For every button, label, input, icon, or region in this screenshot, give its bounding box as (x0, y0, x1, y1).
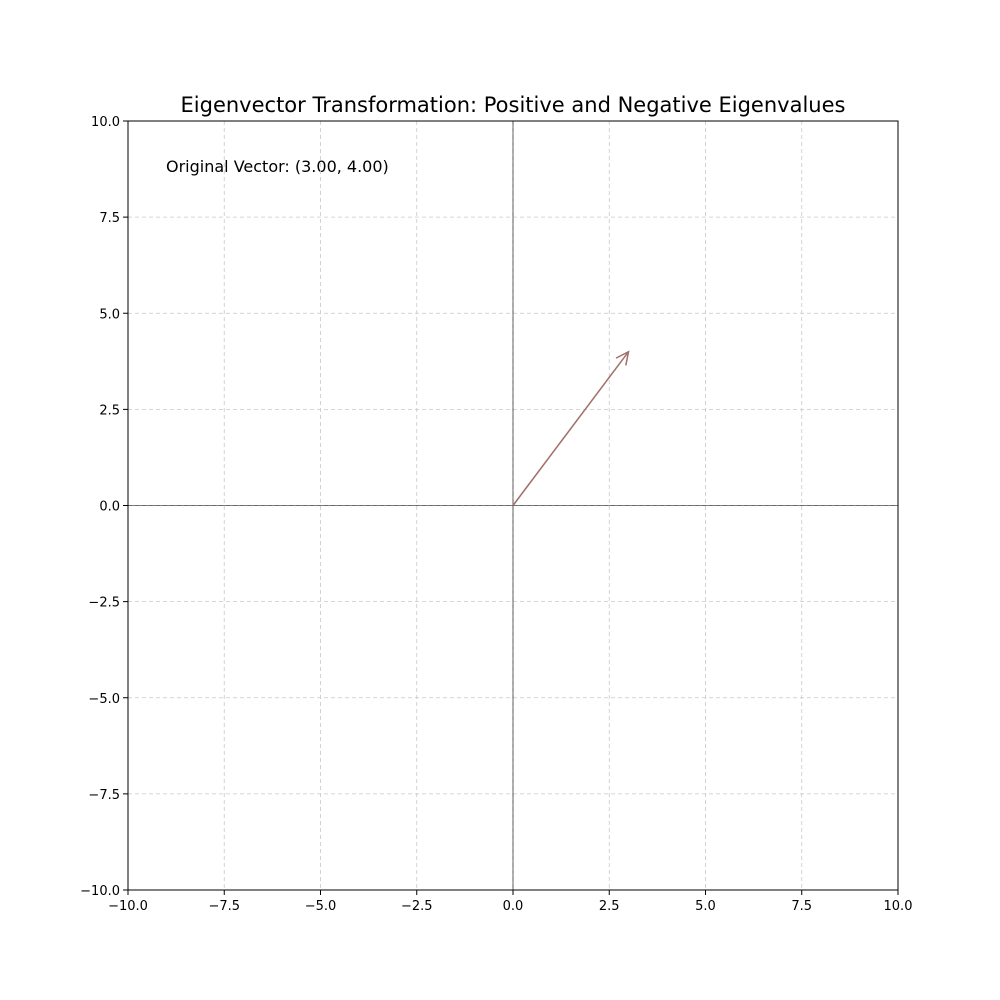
x-tick-label: −10.0 (108, 899, 148, 914)
x-tick-label: 0.0 (503, 899, 524, 914)
x-tick-label: 2.5 (599, 899, 620, 914)
chart-title: Eigenvector Transformation: Positive and… (181, 93, 846, 117)
x-tick-label: 10.0 (884, 899, 913, 914)
x-tick-label: −5.0 (305, 899, 337, 914)
y-tick-label: 2.5 (99, 403, 120, 418)
x-tick-label: 5.0 (695, 899, 716, 914)
y-tick-label: 0.0 (99, 500, 120, 515)
plot-frame (127, 120, 899, 891)
y-tick-label: −5.0 (88, 692, 120, 707)
vector (512, 351, 630, 506)
y-tick-label: 10.0 (91, 115, 120, 130)
y-tick-label: 7.5 (99, 211, 120, 226)
annotation: Original Vector: (3.00, 4.00) (166, 157, 389, 176)
y-tick-label: −10.0 (80, 884, 120, 899)
x-tick-label: 7.5 (791, 899, 812, 914)
y-tick-label: 5.0 (99, 307, 120, 322)
y-tick-label: −7.5 (88, 788, 120, 803)
x-tick-label: −2.5 (401, 899, 433, 914)
y-tick-label: −2.5 (88, 596, 120, 611)
x-tick-label: −7.5 (208, 899, 240, 914)
vector-head (615, 350, 630, 366)
